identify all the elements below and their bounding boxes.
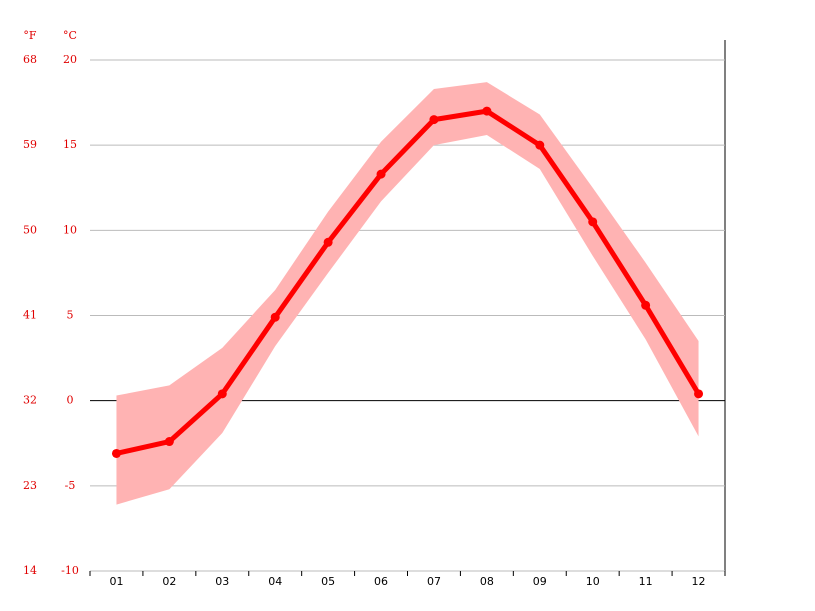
x-tick-label: 07 [427,575,441,588]
point [588,217,598,227]
x-tick-label: 06 [374,575,388,588]
x-tick-label: 10 [586,575,600,588]
temperature-line [115,108,701,456]
y-tick-label: 10 [63,223,77,236]
y2-tick-label: 23 [23,479,37,492]
x-tick-label: 11 [639,575,653,588]
point [111,448,121,458]
y2-tick-label: 59 [23,138,37,151]
y-tick-label: 20 [63,53,77,66]
point [376,169,386,179]
y-axis-title: °C [63,29,77,42]
point [270,312,280,322]
y-tick-label: -10 [61,564,79,577]
y-tick-label: 0 [67,394,74,407]
x-tick-label: 03 [215,575,229,588]
x-tick-label: 04 [268,575,282,588]
x-tick-label: 02 [162,575,176,588]
y-tick-label: 5 [67,309,74,322]
point [217,389,227,399]
x-tick-label: 05 [321,575,335,588]
point [164,437,174,447]
point [429,115,439,125]
point [535,140,545,150]
point [482,106,492,116]
y2-tick-label: 14 [23,564,37,577]
y2-axis-title: °F [23,29,37,42]
y2-tick-label: 68 [23,53,37,66]
point [694,389,704,399]
y2-tick-label: 41 [23,309,37,322]
y-tick-label: 15 [63,138,77,151]
y-tick-label: -5 [65,479,76,492]
x-tick-label: 12 [692,575,706,588]
point [641,300,651,310]
x-tick-label: 09 [533,575,547,588]
range-band [116,82,699,505]
x-tick-label: 01 [109,575,123,588]
y2-tick-label: 32 [23,394,37,407]
y2-tick-label: 50 [23,223,37,236]
point [323,237,333,247]
x-tick-label: 08 [480,575,494,588]
